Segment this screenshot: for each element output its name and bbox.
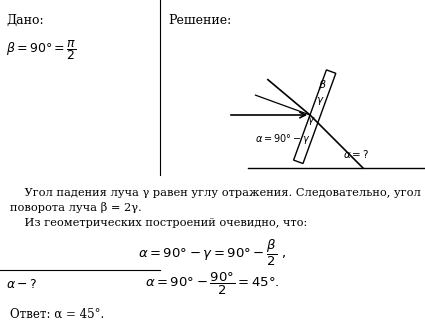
Text: $\beta = 90° = \dfrac{\pi}{2}$: $\beta = 90° = \dfrac{\pi}{2}$ <box>6 38 77 62</box>
Text: Угол падения луча γ равен углу отражения. Следовательно, угол: Угол падения луча γ равен углу отражения… <box>10 188 421 198</box>
Text: поворота луча β = 2γ.: поворота луча β = 2γ. <box>10 202 142 213</box>
Text: $\alpha = 90° - \gamma = 90° - \dfrac{\beta}{2}\ ,$: $\alpha = 90° - \gamma = 90° - \dfrac{\b… <box>138 238 286 268</box>
Text: $\alpha = 90° - \gamma$: $\alpha = 90° - \gamma$ <box>255 132 311 146</box>
Text: $\alpha = ?$: $\alpha = ?$ <box>343 148 369 160</box>
Text: $\alpha - ?$: $\alpha - ?$ <box>6 278 37 291</box>
Text: $\alpha = 90° - \dfrac{90°}{2} = 45°.$: $\alpha = 90° - \dfrac{90°}{2} = 45°.$ <box>145 271 279 297</box>
Text: Ответ: α = 45°.: Ответ: α = 45°. <box>10 308 104 321</box>
Text: $\gamma$: $\gamma$ <box>307 115 316 127</box>
Text: $\gamma$: $\gamma$ <box>316 95 325 107</box>
Text: Дано:: Дано: <box>6 14 44 27</box>
Text: $\beta$: $\beta$ <box>318 78 327 92</box>
Text: Из геометрических построений очевидно, что:: Из геометрических построений очевидно, ч… <box>10 218 307 228</box>
Text: Решение:: Решение: <box>168 14 231 27</box>
